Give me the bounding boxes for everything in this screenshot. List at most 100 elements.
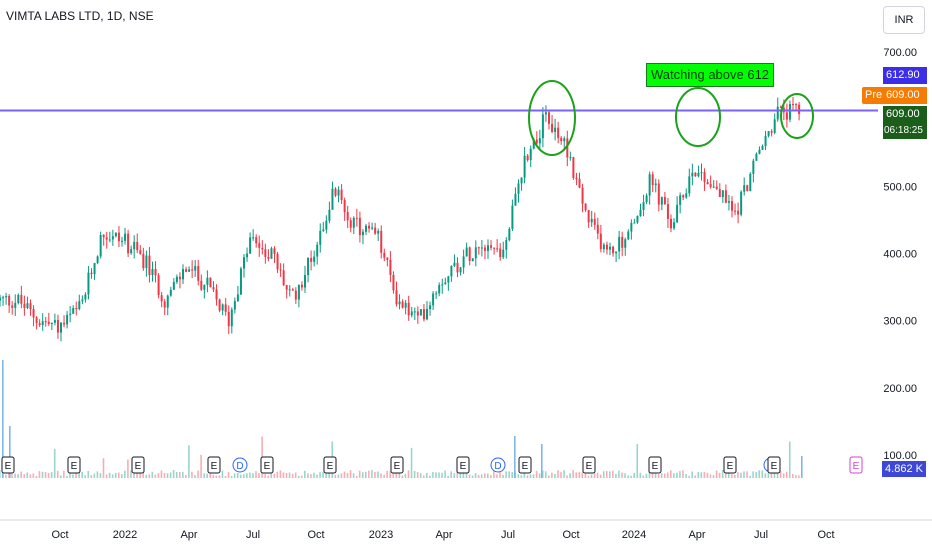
candle-body: [35, 317, 38, 324]
x-tick-label: 2022: [113, 529, 137, 541]
volume-bar: [715, 470, 718, 478]
earnings-marker[interactable]: [323, 456, 337, 474]
volume-bar: [770, 473, 773, 478]
candle-body: [636, 216, 639, 223]
candle-body: [557, 127, 560, 138]
volume-bar: [487, 473, 489, 478]
dividend-marker[interactable]: [490, 457, 506, 473]
volume-bar: [727, 470, 730, 478]
candle-body: [615, 251, 618, 254]
candle-body: [764, 135, 767, 147]
candle-body: [47, 321, 50, 325]
volume-bar: [130, 470, 132, 478]
volume-bar: [520, 475, 523, 478]
candle-body: [239, 268, 242, 295]
volume-bar: [392, 473, 395, 478]
candle-body: [572, 157, 575, 178]
earnings-marker[interactable]: [67, 456, 81, 474]
highlight-circle[interactable]: [675, 87, 721, 147]
volume-bar: [685, 474, 687, 478]
candle-body: [212, 287, 215, 290]
earnings-marker-label: E: [522, 461, 529, 472]
volume-bar: [8, 470, 10, 478]
candle-body: [209, 277, 212, 288]
earnings-marker-label: E: [460, 461, 467, 472]
highlight-circle[interactable]: [528, 80, 576, 156]
volume-bar: [746, 471, 748, 478]
earnings-marker[interactable]: [207, 456, 221, 474]
earnings-marker[interactable]: [260, 456, 274, 474]
volume-bar: [480, 474, 483, 478]
earnings-marker[interactable]: [518, 456, 532, 474]
volume-bar: [221, 470, 224, 478]
volume-bar: [429, 475, 431, 478]
candle-body: [182, 269, 184, 280]
candle-body: [386, 257, 389, 260]
volume-bar: [160, 470, 163, 478]
candle-body: [544, 112, 547, 115]
candle-body: [169, 289, 172, 296]
highlight-circles: [528, 80, 814, 156]
volume-bar: [529, 474, 532, 478]
highlight-circle[interactable]: [780, 93, 814, 139]
candle-body: [712, 186, 715, 188]
x-tick-label: Jul: [754, 529, 768, 541]
candle-body: [685, 193, 688, 198]
candle-body: [325, 220, 328, 230]
volume-bar: [578, 472, 581, 478]
earnings-marker[interactable]: [1, 456, 15, 474]
candle-body: [331, 188, 334, 210]
earnings-marker[interactable]: [456, 456, 470, 474]
candle-body: [14, 302, 17, 308]
earnings-marker[interactable]: [582, 456, 596, 474]
volume-bar: [743, 471, 745, 478]
volume-bar: [328, 470, 330, 478]
volume-bar: [0, 470, 1, 478]
volume-bar: [453, 473, 456, 478]
x-tick-label: 2023: [369, 529, 393, 541]
earnings-marker[interactable]: [131, 456, 145, 474]
volume-bar: [526, 475, 529, 478]
candle-body: [218, 299, 221, 311]
candle-body: [246, 253, 249, 258]
volume-bar: [590, 474, 593, 478]
earnings-marker[interactable]: [648, 456, 662, 474]
volume-bar: [779, 471, 782, 478]
volume-bar: [325, 470, 327, 478]
candle-body: [767, 131, 770, 136]
volume-bar: [322, 472, 324, 478]
candle-body: [249, 237, 252, 254]
candle-body: [529, 148, 532, 161]
dividend-marker[interactable]: [232, 457, 248, 473]
candle-body: [770, 131, 773, 133]
volume-bar: [203, 473, 205, 478]
candle-body: [233, 301, 236, 310]
candle-body: [78, 301, 81, 310]
candle-body: [255, 237, 258, 244]
volume-bar: [365, 471, 367, 478]
candle-body: [130, 249, 133, 254]
volume-bar: [224, 475, 227, 478]
earnings-marker[interactable]: [390, 456, 404, 474]
volume-bar: [673, 473, 675, 478]
volume-bar: [483, 473, 486, 478]
earnings-marker[interactable]: [849, 456, 863, 474]
volume-bar: [517, 474, 520, 478]
annotation-label[interactable]: Watching above 612: [646, 63, 775, 87]
volume-bar: [307, 473, 309, 478]
candle-body: [172, 282, 175, 290]
earnings-marker[interactable]: [767, 456, 781, 474]
candle-body: [700, 172, 703, 174]
volume-bar: [99, 473, 102, 478]
candle-body: [554, 127, 557, 132]
candle-body: [374, 227, 377, 234]
volume-bar: [560, 472, 562, 478]
earnings-marker-label: E: [727, 461, 734, 472]
volume-bar: [474, 473, 477, 478]
currency-selector[interactable]: INR: [883, 6, 925, 34]
earnings-marker[interactable]: [723, 456, 737, 474]
volume-bar: [102, 458, 105, 478]
volume-bar: [557, 470, 559, 478]
y-tick-label: 200.00: [883, 383, 917, 395]
